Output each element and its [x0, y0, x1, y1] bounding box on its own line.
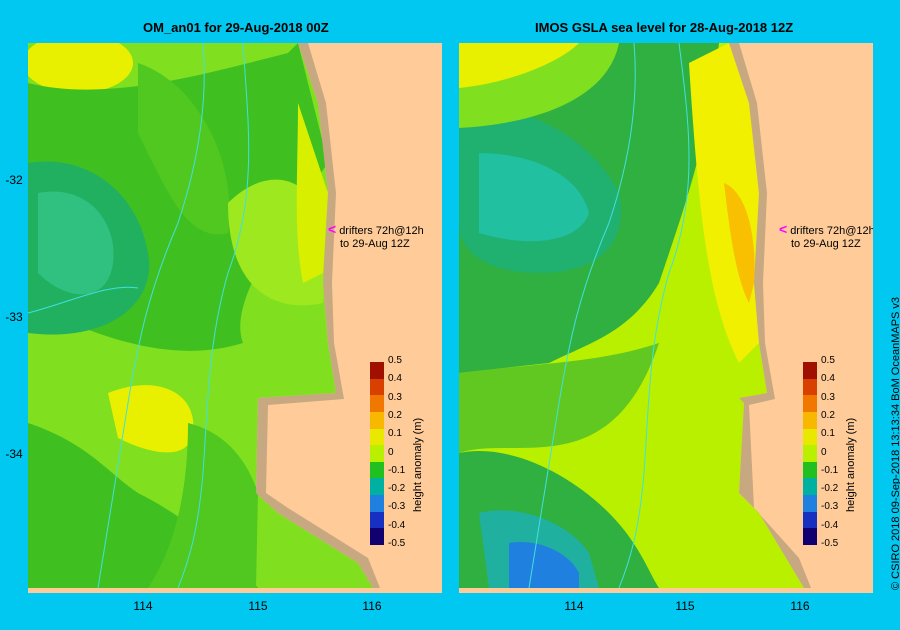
- colorbar-tick-label: 0: [388, 446, 394, 458]
- left-map-panel: < drifters 72h@12h to 29-Aug 12Z: [28, 43, 442, 593]
- drifter-arrow-icon: <: [328, 221, 337, 237]
- colorbar-swatch: [370, 478, 384, 496]
- colorbar-swatch: [370, 362, 384, 380]
- colorbar-swatch: [370, 495, 384, 513]
- colorbar-tick-label: -0.2: [821, 483, 839, 495]
- colorbar-tick-label: 0.2: [821, 409, 835, 421]
- colorbar-swatch: [803, 528, 817, 546]
- colorbar-swatch: [370, 528, 384, 546]
- colorbar-swatch: [803, 395, 817, 413]
- x-tick-label: 116: [790, 599, 810, 613]
- colorbar-tick-label: -0.4: [388, 519, 406, 531]
- colorbar-swatch: [803, 411, 817, 430]
- colorbar-tick-label: 0.5: [388, 355, 402, 366]
- colorbar-title: height anomaly (m): [412, 417, 424, 512]
- colorbar-tick-label: 0.4: [388, 373, 402, 385]
- colorbar-tick-label: -0.5: [821, 538, 839, 549]
- colorbar-swatch: [803, 362, 817, 380]
- colorbar-tick-label: -0.3: [821, 501, 839, 513]
- drifter-line2: to 29-Aug 12Z: [791, 238, 861, 250]
- left-map-field: [28, 43, 380, 589]
- right-panel-title: IMOS GSLA sea level for 28-Aug-2018 12Z: [535, 20, 794, 35]
- colorbar-tick-label: -0.2: [388, 483, 406, 495]
- x-tick-label: 114: [133, 599, 153, 613]
- colorbar-swatch: [370, 428, 384, 446]
- x-tick-label: 115: [248, 599, 268, 613]
- colorbar-tick-label: 0.5: [821, 355, 835, 366]
- drifter-arrow-icon: <: [779, 221, 788, 237]
- colorbar-swatch: [803, 511, 817, 529]
- colorbar-tick-label: -0.1: [821, 464, 839, 476]
- colorbar-right: [803, 362, 817, 546]
- colorbar-swatch: [803, 428, 817, 446]
- colorbar-tick-label: -0.1: [388, 464, 406, 476]
- x-tick-label: 116: [362, 599, 382, 613]
- colorbar-swatch: [370, 461, 384, 479]
- y-tick-label: -32: [5, 173, 23, 187]
- right-map-field: [459, 43, 811, 589]
- colorbar-tick-label: -0.5: [388, 538, 406, 549]
- y-tick-label: -34: [5, 447, 23, 461]
- colorbar-tick-label: 0.2: [388, 409, 402, 421]
- colorbar-swatch: [803, 445, 817, 463]
- colorbar-tick-label: 0.3: [388, 391, 402, 403]
- x-tick-label: 115: [675, 599, 695, 613]
- colorbar-tick-label: 0.3: [821, 391, 835, 403]
- colorbar-title: height anomaly (m): [845, 417, 857, 512]
- colorbar-swatch: [803, 495, 817, 513]
- colorbar-left: [370, 362, 384, 546]
- colorbar-swatch: [803, 478, 817, 496]
- colorbar-swatch: [803, 461, 817, 479]
- x-tick-label: 114: [564, 599, 584, 613]
- drifter-annotation: < drifters 72h@12h to 29-Aug 12Z: [328, 221, 424, 251]
- colorbar-swatch: [370, 511, 384, 529]
- colorbar-swatch: [370, 445, 384, 463]
- credit-text: © CSIRO 2018 09-Sep-2018 13:13:34 BoM Oc…: [890, 296, 900, 590]
- drifter-line2: to 29-Aug 12Z: [340, 238, 410, 250]
- colorbar-tick-label: 0.1: [388, 428, 402, 440]
- colorbar-tick-label: 0.1: [821, 428, 835, 440]
- colorbar-swatch: [370, 378, 384, 396]
- y-tick-label: -33: [5, 310, 23, 324]
- colorbar-swatch: [803, 378, 817, 396]
- colorbar-tick-label: 0.4: [821, 373, 835, 385]
- colorbar-tick-label: -0.3: [388, 501, 406, 513]
- drifter-annotation: < drifters 72h@12h to 29-Aug 12Z: [779, 221, 873, 251]
- left-panel-title: OM_an01 for 29-Aug-2018 00Z: [143, 20, 329, 35]
- colorbar-swatch: [370, 411, 384, 430]
- drifter-line1: drifters 72h@12h: [339, 225, 424, 237]
- drifter-line1: drifters 72h@12h: [790, 225, 873, 237]
- colorbar-tick-label: 0: [821, 446, 827, 458]
- colorbar-swatch: [370, 395, 384, 413]
- colorbar-tick-label: -0.4: [821, 519, 839, 531]
